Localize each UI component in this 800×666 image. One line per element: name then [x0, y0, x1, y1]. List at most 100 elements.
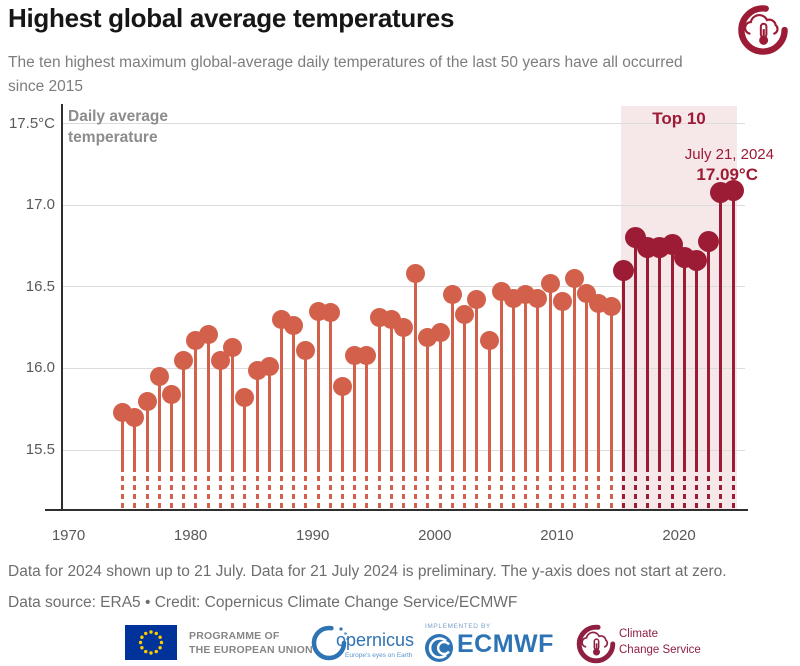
lollipop-dot-2008	[528, 288, 548, 308]
eu-flag-icon	[125, 625, 177, 660]
lollipop-dot-2015	[612, 259, 634, 281]
lollipop-stem-dashed	[634, 472, 638, 509]
eu-star	[154, 649, 158, 654]
eu-star	[144, 649, 148, 654]
lollipop-dot-1978	[162, 384, 182, 404]
lollipop-stem-dashed	[731, 472, 735, 509]
x-tick-label: 1990	[296, 527, 330, 544]
lollipop-dot-2001	[442, 285, 462, 305]
lollipop-dot-1982	[210, 350, 230, 370]
y-tick-label: 15.5	[25, 441, 55, 458]
lollipop-stem-dashed	[597, 472, 601, 509]
lollipop-stem	[731, 190, 735, 472]
c3s-logo-icon	[576, 624, 616, 664]
ecmwf-wordmark: ECMWF	[457, 630, 554, 658]
lollipop-stem	[658, 247, 662, 472]
lollipop-stem	[438, 332, 442, 472]
lollipop-stem	[279, 319, 283, 472]
page-title: Highest global average temperatures	[8, 3, 455, 33]
lollipop-stem	[707, 241, 711, 472]
lollipop-dot-1983	[223, 337, 243, 357]
lollipop-stem-dashed	[402, 472, 406, 509]
lollipop-stem	[682, 257, 686, 472]
lollipop-dot-2011	[564, 269, 584, 289]
lollipop-stem	[670, 244, 674, 472]
lollipop-stem-dashed	[218, 472, 222, 509]
source-credit: Data source: ERA5 • Credit: Copernicus C…	[8, 594, 518, 611]
lollipop-stem	[292, 325, 296, 472]
lollipop-stem	[463, 314, 467, 472]
lollipop-dot-1989	[296, 340, 316, 360]
y-tick-label: 17.0	[25, 196, 55, 214]
lollipop-dot-1986	[259, 357, 279, 377]
eu-star	[158, 646, 162, 650]
lollipop-dot-1988	[284, 316, 304, 336]
lollipop-stem-dashed	[463, 472, 467, 509]
lollipop-stem	[365, 355, 369, 472]
copernicus-wordmark: opernicus	[336, 630, 415, 650]
lollipop-dot-1991	[320, 303, 340, 323]
lollipop-stem-dashed	[475, 472, 479, 509]
c3s-label-line1: Climate	[619, 628, 658, 640]
lollipop-stem	[231, 347, 235, 472]
eu-star	[140, 646, 144, 650]
lollipop-stem-dashed	[487, 472, 491, 509]
lollipop-dot-2009	[540, 273, 560, 293]
lollipop-stem-dashed	[670, 472, 674, 509]
lollipop-stem-dashed	[414, 472, 418, 509]
lollipop-dot-2000	[430, 322, 450, 342]
lollipop-stem	[121, 412, 125, 472]
lollipop-stem	[719, 192, 723, 472]
lollipop-dot-2004	[479, 331, 499, 351]
lollipop-stem-dashed	[353, 472, 357, 509]
annotation-value: 17.09°C	[696, 165, 758, 184]
gridline	[61, 286, 745, 288]
y-tick-label: 17.5°C	[8, 114, 55, 132]
lollipop-stem-dashed	[499, 472, 503, 509]
lollipop-stem-dashed	[292, 472, 296, 509]
gridline	[61, 123, 745, 124]
lollipop-stem	[621, 270, 625, 472]
eu-star	[149, 651, 153, 655]
x-tick-label: 2020	[662, 527, 696, 544]
eu-star	[159, 640, 164, 645]
lollipop-stem-dashed	[707, 472, 711, 509]
lollipop-stem-dashed	[426, 472, 430, 509]
lollipop-stem-dashed	[719, 472, 723, 509]
lollipop-stem	[695, 260, 699, 472]
lollipop-dot-1975	[125, 407, 145, 427]
lollipop-stem-dashed	[121, 472, 125, 509]
eu-programme-label: PROGRAMME OF THE EUROPEAN UNION	[189, 630, 313, 656]
c3s-thermometer-icon	[738, 5, 788, 55]
lollipop-stem	[414, 273, 418, 472]
lollipop-stem-dashed	[621, 472, 625, 509]
lollipop-stem-dashed	[170, 472, 174, 509]
lollipop-chart: Daily average temperature 17.5°C 17.0 16.5…	[8, 104, 774, 544]
top10-band	[621, 106, 737, 510]
y-tick-label: 16.5	[25, 277, 55, 295]
lollipop-stem	[389, 319, 393, 472]
lollipop-stem-dashed	[695, 472, 699, 509]
top10-label: Top 10	[652, 109, 706, 128]
lollipop-stem	[133, 417, 137, 472]
lollipop-dot-1984	[235, 388, 255, 408]
lollipop-stem	[572, 278, 576, 472]
lollipop-stem-dashed	[365, 472, 369, 509]
lollipop-stem-dashed	[145, 472, 149, 509]
lollipop-stem-dashed	[389, 472, 393, 509]
lollipop-stem	[316, 311, 320, 472]
lollipop-stem-dashed	[316, 472, 320, 509]
lollipop-stem-dashed	[340, 472, 344, 509]
lollipop-stem-dashed	[304, 472, 308, 509]
lollipop-stem-dashed	[524, 472, 528, 509]
lollipop-stem-dashed	[572, 472, 576, 509]
lollipop-stem	[206, 334, 210, 472]
lollipop-dot-2003	[467, 290, 487, 310]
lollipop-stem	[499, 291, 503, 472]
lollipop-stem-dashed	[157, 472, 161, 509]
lollipop-stem-dashed	[279, 472, 283, 509]
lollipop-stem	[634, 237, 638, 472]
y-axis-title: Daily average temperature	[68, 108, 168, 146]
lollipop-stem-dashed	[560, 472, 564, 509]
